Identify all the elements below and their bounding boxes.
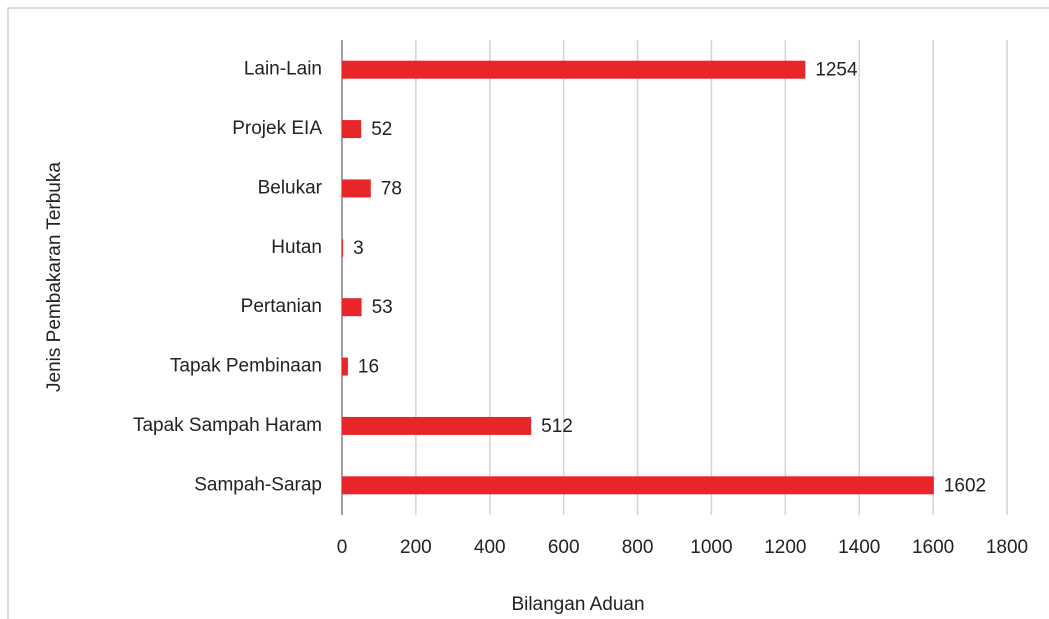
bar bbox=[342, 60, 806, 79]
y-tick-label: Hutan bbox=[271, 237, 322, 258]
y-tick-label: Tapak Sampah Haram bbox=[133, 415, 322, 436]
x-tick-label: 1600 bbox=[912, 537, 954, 558]
x-tick-label: 1200 bbox=[764, 537, 806, 558]
y-tick-label: Lain-Lain bbox=[244, 59, 322, 80]
data-label: 53 bbox=[372, 297, 393, 318]
y-tick-label: Belukar bbox=[258, 177, 323, 198]
x-tick-label: 1000 bbox=[690, 537, 732, 558]
y-tick-label: Pertanian bbox=[241, 296, 322, 317]
data-label: 16 bbox=[358, 357, 379, 378]
frame bbox=[7, 7, 1049, 619]
bar bbox=[342, 416, 532, 435]
y-tick-label: Projek EIA bbox=[232, 118, 322, 139]
bar bbox=[342, 298, 362, 317]
y-axis-title: Jenis Pembakaran Terbuka bbox=[44, 162, 65, 392]
x-tick-label: 1800 bbox=[986, 537, 1028, 558]
bar bbox=[342, 238, 344, 257]
y-tick-label: Sampah-Sarap bbox=[194, 474, 322, 495]
data-label: 1602 bbox=[944, 475, 986, 496]
data-label: 3 bbox=[353, 238, 364, 259]
x-tick-label: 200 bbox=[400, 537, 432, 558]
bar bbox=[342, 120, 362, 139]
x-tick-label: 400 bbox=[474, 537, 506, 558]
data-label: 1254 bbox=[815, 60, 858, 81]
y-tick-label: Tapak Pembinaan bbox=[170, 356, 322, 377]
bar bbox=[342, 476, 934, 495]
x-tick-label: 1400 bbox=[838, 537, 880, 558]
x-tick-label: 600 bbox=[548, 537, 580, 558]
data-label: 52 bbox=[371, 119, 392, 140]
bar bbox=[342, 179, 371, 198]
x-tick-label: 800 bbox=[622, 537, 654, 558]
bar bbox=[342, 357, 348, 376]
x-tick-label: 0 bbox=[337, 537, 348, 558]
data-label: 512 bbox=[541, 416, 573, 437]
data-label: 78 bbox=[381, 178, 402, 199]
x-axis-title: Bilangan Aduan bbox=[511, 594, 644, 615]
